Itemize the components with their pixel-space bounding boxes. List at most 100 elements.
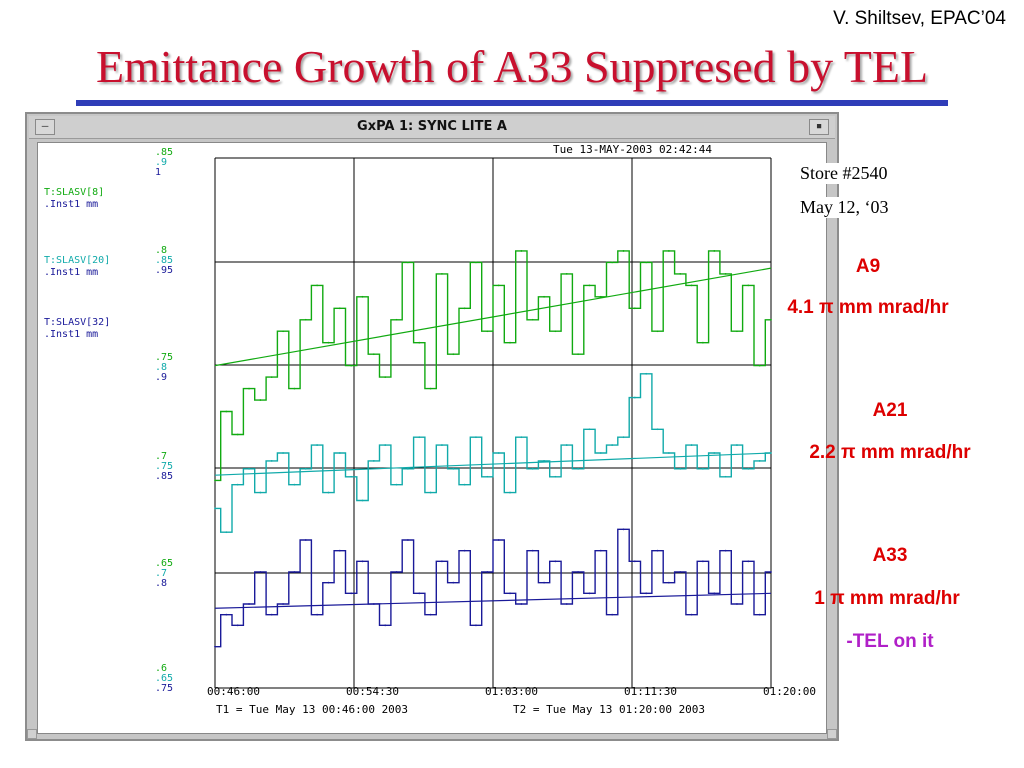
x-tick-label: 00:54:30 (346, 685, 399, 698)
data-point (406, 539, 409, 541)
x-tick-label: 01:03:00 (485, 685, 538, 698)
data-point (452, 353, 455, 356)
data-point (327, 341, 330, 344)
data-point (236, 433, 239, 436)
data-point (702, 560, 704, 563)
data-point (588, 592, 591, 595)
data-point (599, 549, 602, 552)
window-menu-button[interactable]: — (35, 119, 55, 135)
data-point (406, 261, 409, 264)
data-point (758, 364, 761, 367)
tel-note: -TEL on it (846, 631, 934, 652)
data-point (509, 341, 511, 344)
data-point (611, 261, 614, 264)
data-point (747, 560, 750, 563)
data-point (248, 387, 250, 390)
data-point (418, 592, 421, 595)
data-point (338, 549, 341, 552)
data-point (248, 467, 250, 470)
data-point (770, 571, 772, 573)
data-point (611, 444, 614, 446)
data-point (622, 250, 625, 252)
data-point (214, 479, 216, 482)
data-point (633, 560, 636, 563)
data-point (667, 452, 670, 454)
data-point (713, 592, 716, 595)
data-point (270, 376, 273, 379)
data-point (316, 284, 319, 287)
legend: T:SLASV[8].Inst1 mmT:SLASV[20].Inst1 mmT… (44, 187, 110, 340)
data-point (588, 284, 591, 287)
data-point (531, 549, 534, 552)
data-point (633, 307, 636, 310)
title-underline (76, 100, 948, 106)
data-point (463, 549, 466, 552)
data-point (690, 613, 693, 616)
data-point (395, 483, 398, 486)
data-point (429, 387, 432, 390)
data-point (554, 560, 557, 563)
data-point (486, 330, 489, 333)
timestamp: Tue 13-MAY-2003 02:42:44 (553, 143, 712, 156)
y-scale-value: .85 (155, 471, 173, 482)
data-point (486, 571, 489, 573)
data-point (452, 467, 455, 470)
data-point (724, 549, 727, 552)
data-point (565, 272, 568, 275)
data-point (690, 444, 693, 446)
data-point (543, 581, 545, 584)
data-point (270, 460, 273, 462)
legend-entry-unit: .Inst1 mm (44, 267, 98, 278)
legend-entry-name: T:SLASV[32] (44, 317, 110, 328)
y-scale-labels: .85.91.8.85.95.75.8.9.7.75.85.65.7.8.6.6… (155, 147, 173, 694)
data-point (236, 624, 239, 627)
trend-line (214, 452, 772, 476)
data-point (599, 295, 602, 298)
data-point (770, 318, 772, 321)
data-point (633, 396, 636, 399)
window-corner-handle[interactable] (27, 729, 37, 739)
y-scale-value: .75 (155, 683, 173, 694)
y-scale-value: .8 (155, 362, 167, 373)
data-point (338, 307, 341, 310)
window-corner-handle[interactable] (827, 729, 837, 739)
data-point (758, 613, 761, 616)
data-point (736, 330, 738, 333)
data-point (282, 330, 284, 333)
data-point (463, 307, 466, 310)
data-point (406, 467, 409, 470)
data-point (361, 295, 364, 298)
y-scale-value: 1 (155, 167, 161, 178)
data-point (214, 645, 216, 648)
data-point (372, 460, 375, 462)
data-point (418, 436, 421, 439)
data-point (509, 592, 511, 595)
data-point (656, 428, 659, 431)
author-credit: V. Shiltsev, EPAC’04 (833, 8, 1006, 29)
store-number: Store #2540 (800, 163, 902, 184)
data-point (259, 491, 262, 494)
data-point (361, 560, 364, 563)
y-scale-value: .9 (155, 157, 167, 168)
data-point (622, 528, 625, 531)
data-point (679, 272, 682, 275)
trend-line (214, 267, 772, 367)
window-resize-button[interactable]: ▪ (809, 119, 829, 135)
y-scale-value: .6 (155, 663, 167, 674)
store-date: May 12, ‘03 (800, 197, 902, 218)
window-title: GxPA 1: SYNC LITE A (357, 119, 507, 134)
grid (214, 157, 772, 689)
data-point (554, 330, 557, 333)
legend-entry-name: T:SLASV[8] (44, 187, 104, 198)
data-point (679, 571, 682, 573)
data-point (293, 387, 296, 390)
data-point (475, 261, 477, 264)
window-titlebar[interactable]: — GxPA 1: SYNC LITE A ▪ (29, 116, 835, 139)
t1-label: T1 = Tue May 13 00:46:00 2003 (216, 703, 408, 716)
data-point (747, 467, 750, 470)
data-point (486, 475, 489, 478)
data-point (543, 460, 545, 462)
data-point (384, 376, 387, 379)
data-point (656, 330, 659, 333)
data-point (736, 603, 738, 605)
